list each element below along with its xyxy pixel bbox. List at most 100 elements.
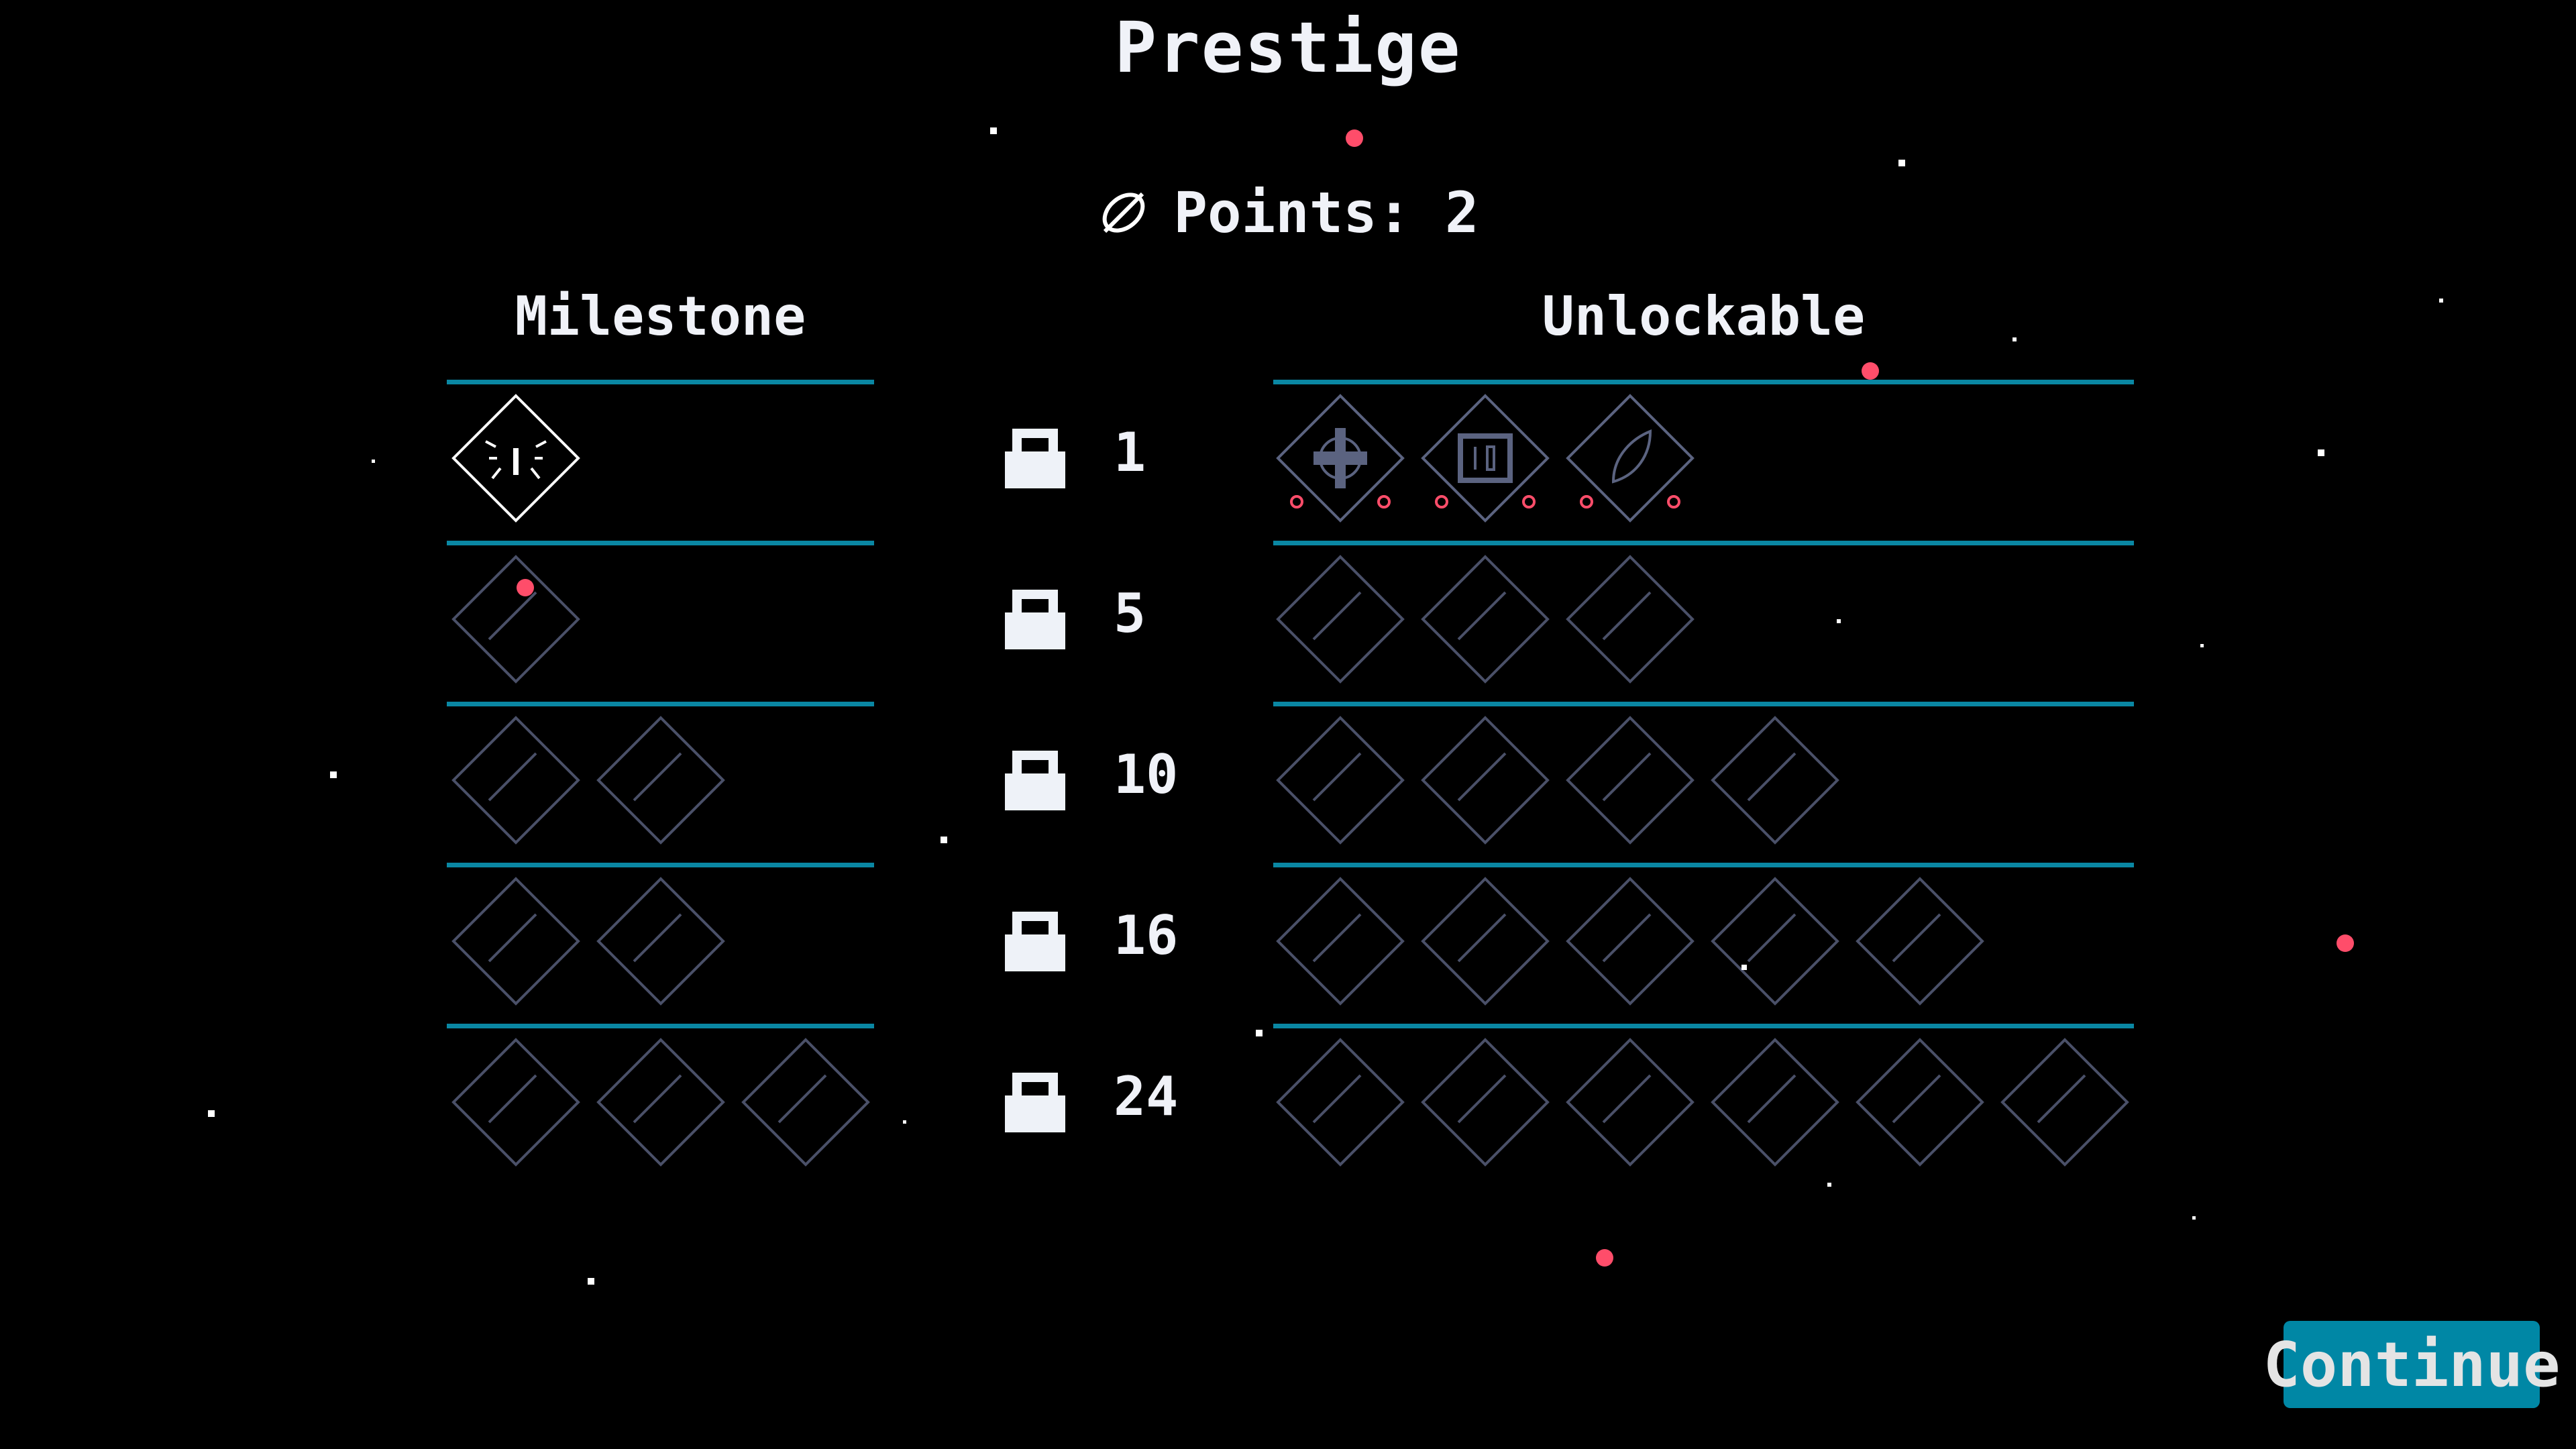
milestone-divider <box>447 702 874 706</box>
unlockable-slot-locked[interactable] <box>1421 877 1550 1006</box>
locked-diamond-icon <box>451 1038 580 1167</box>
locked-diamond-icon <box>596 1038 725 1167</box>
milestone-divider <box>447 541 874 545</box>
milestone-slot-locked[interactable] <box>596 877 725 1006</box>
locked-diamond-icon <box>1421 1038 1550 1167</box>
locked-diamond-icon <box>1421 555 1550 684</box>
red-particle <box>2337 934 2354 952</box>
locked-diamond-icon <box>1856 1038 1984 1167</box>
unlockable-divider <box>1273 702 2134 706</box>
milestone-slot-locked[interactable] <box>451 716 580 845</box>
locked-diamond-icon <box>451 877 580 1006</box>
locked-diamond-icon <box>1276 555 1405 684</box>
star <box>2318 449 2324 456</box>
unlockable-slot-locked[interactable] <box>1711 1038 1839 1167</box>
locked-diamond-icon <box>741 1038 870 1167</box>
unlockable-divider <box>1273 380 2134 384</box>
milestone-header: Milestone <box>515 285 806 347</box>
lock-icon <box>1005 904 1065 971</box>
threshold-label: 5 <box>1114 582 1146 645</box>
locked-diamond-icon <box>451 716 580 845</box>
cat-face-icon <box>451 394 580 523</box>
star <box>903 1120 906 1124</box>
leaf-slash-icon <box>1103 192 1145 233</box>
unlockable-slot-locked[interactable] <box>1276 1038 1405 1167</box>
red-particle <box>1862 362 1879 380</box>
unlockable-slot[interactable] <box>1566 394 1695 523</box>
locked-diamond-icon <box>1276 1038 1405 1167</box>
unlockable-slot[interactable] <box>1421 394 1550 523</box>
unlockable-slot-locked[interactable] <box>1421 555 1550 684</box>
unlockable-slot-locked[interactable] <box>1276 877 1405 1006</box>
unlockable-header: Unlockable <box>1542 285 1866 347</box>
locked-diamond-icon <box>1711 877 1839 1006</box>
crosshair-icon <box>1276 394 1405 523</box>
threshold-label: 1 <box>1114 421 1146 484</box>
locked-diamond-icon <box>1566 1038 1695 1167</box>
locked-diamond-icon <box>1566 877 1695 1006</box>
continue-button[interactable]: Continue <box>2263 1321 2561 1408</box>
locked-diamond-icon <box>1421 716 1550 845</box>
unlockable-slot-locked[interactable] <box>1276 716 1405 845</box>
locked-diamond-icon <box>1711 1038 1839 1167</box>
unlockable-slot-locked[interactable] <box>1421 1038 1550 1167</box>
star <box>2200 644 2204 647</box>
milestone-slot-locked[interactable] <box>596 1038 725 1167</box>
locked-diamond-icon <box>1421 877 1550 1006</box>
locked-diamond-icon <box>1566 716 1695 845</box>
unlockable-slot-locked[interactable] <box>1856 1038 1984 1167</box>
threshold-label: 10 <box>1114 743 1179 806</box>
locked-diamond-icon <box>1276 716 1405 845</box>
unlockable-slot-locked[interactable] <box>2000 1038 2129 1167</box>
unlockable-slot-locked[interactable] <box>1566 555 1695 684</box>
star <box>941 837 947 843</box>
locked-diamond-icon <box>2000 1038 2129 1167</box>
milestone-slot-locked[interactable] <box>596 716 725 845</box>
locked-diamond-icon <box>451 555 580 684</box>
locked-diamond-icon <box>1856 877 1984 1006</box>
star <box>2012 337 2017 341</box>
unlockable-slot-locked[interactable] <box>1711 716 1839 845</box>
milestone-divider <box>447 380 874 384</box>
star <box>2439 299 2443 303</box>
unlockable-slot-locked[interactable] <box>1566 1038 1695 1167</box>
unlockable-slot-locked[interactable] <box>1421 716 1550 845</box>
lock-icon <box>1005 743 1065 810</box>
unlockable-divider <box>1273 541 2134 545</box>
milestone-slot-locked[interactable] <box>451 1038 580 1167</box>
locked-diamond-icon <box>1566 555 1695 684</box>
milestone-slot-locked[interactable] <box>451 877 580 1006</box>
star <box>2192 1216 2196 1220</box>
leaf-icon <box>1566 394 1695 523</box>
red-particle <box>517 579 534 596</box>
star <box>1837 619 1841 623</box>
milestone-slot-locked[interactable] <box>451 555 580 684</box>
unlockable-slot-locked[interactable] <box>1856 877 1984 1006</box>
unlockable-slot-locked[interactable] <box>1566 877 1695 1006</box>
lock-icon <box>1005 1065 1065 1132</box>
milestone-divider <box>447 1024 874 1028</box>
unlockable-slot[interactable] <box>1276 394 1405 523</box>
star <box>1256 1030 1263 1036</box>
threshold-label: 24 <box>1114 1065 1179 1128</box>
milestone-slot-locked[interactable] <box>741 1038 870 1167</box>
locked-diamond-icon <box>1276 877 1405 1006</box>
battery-icon <box>1421 394 1550 523</box>
star <box>1827 1183 1831 1187</box>
lock-icon <box>1005 582 1065 649</box>
red-particle <box>1346 129 1363 147</box>
page-title: Prestige <box>1114 7 1462 89</box>
star <box>1741 965 1747 970</box>
lock-icon <box>1005 421 1065 488</box>
unlockable-slot-locked[interactable] <box>1276 555 1405 684</box>
unlockable-slot-locked[interactable] <box>1711 877 1839 1006</box>
star <box>330 771 337 778</box>
points-display: Points: 2 <box>0 180 2576 246</box>
milestone-slot[interactable] <box>451 394 580 523</box>
unlockable-slot-locked[interactable] <box>1566 716 1695 845</box>
locked-diamond-icon <box>596 877 725 1006</box>
locked-diamond-icon <box>596 716 725 845</box>
star <box>1898 160 1905 166</box>
unlockable-divider <box>1273 1024 2134 1028</box>
milestone-divider <box>447 863 874 867</box>
